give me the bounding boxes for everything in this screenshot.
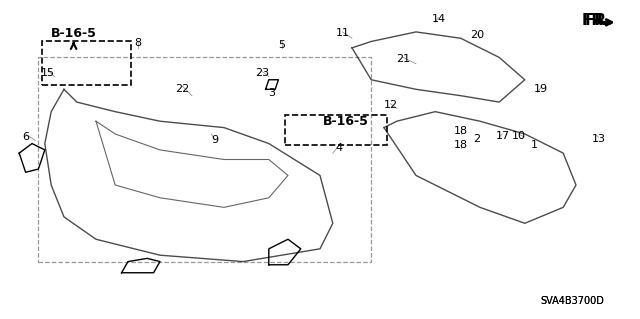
- Text: 13: 13: [591, 134, 605, 144]
- Text: SVA4B3700D: SVA4B3700D: [541, 296, 605, 307]
- Text: 21: 21: [396, 54, 410, 64]
- Text: 6: 6: [22, 132, 29, 142]
- Text: 10: 10: [511, 130, 525, 141]
- Text: SVA4B3700D: SVA4B3700D: [541, 296, 605, 307]
- Text: 4: 4: [335, 143, 343, 153]
- Text: 14: 14: [431, 14, 445, 24]
- Text: B-16-5: B-16-5: [323, 115, 369, 128]
- Text: 15: 15: [41, 68, 55, 78]
- Text: 20: 20: [470, 30, 484, 40]
- Text: 8: 8: [134, 38, 141, 48]
- Text: 19: 19: [534, 84, 548, 94]
- Text: FR.: FR.: [584, 13, 612, 28]
- Text: 5: 5: [278, 40, 285, 50]
- Text: 3: 3: [269, 87, 275, 98]
- Text: 11: 11: [335, 28, 349, 39]
- Text: FR.: FR.: [581, 13, 609, 28]
- Text: 18: 18: [454, 126, 468, 136]
- Text: 22: 22: [175, 84, 189, 94]
- Text: 9: 9: [211, 135, 218, 145]
- Text: 12: 12: [383, 100, 397, 110]
- Text: 1: 1: [531, 140, 538, 150]
- Text: 23: 23: [255, 68, 269, 78]
- Text: 18: 18: [454, 140, 468, 150]
- Text: 2: 2: [473, 134, 481, 144]
- Text: 17: 17: [495, 130, 509, 141]
- Text: B-16-5: B-16-5: [51, 27, 97, 40]
